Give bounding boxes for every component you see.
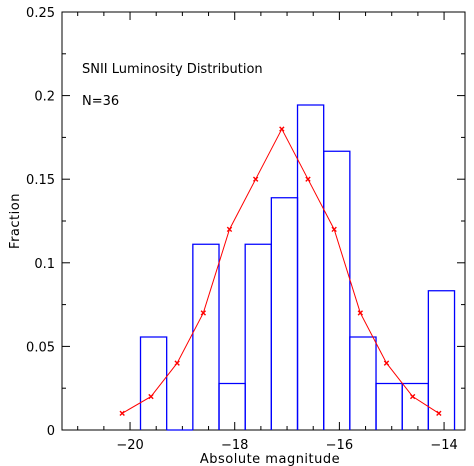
model-point [252, 176, 259, 182]
model-line [121, 127, 440, 414]
model-point [409, 393, 416, 400]
x-tick-label: −20 [116, 438, 143, 453]
annotation-title: SNII Luminosity Distribution [82, 62, 263, 77]
histogram-bin [244, 243, 273, 430]
y-tick-label: 0.1 [34, 257, 55, 272]
model-point [226, 226, 233, 233]
line-series-layer [119, 126, 442, 416]
histogram-bin [270, 197, 299, 430]
model-point [119, 410, 125, 416]
histogram-bin [192, 243, 220, 430]
x-tick-label: −18 [221, 438, 248, 453]
model-point [200, 310, 207, 316]
y-axis-title: Fraction [8, 193, 23, 249]
histogram-layer [139, 104, 456, 431]
y-tick-label: 0.25 [26, 6, 55, 21]
y-tick-label: 0.05 [26, 340, 55, 355]
y-tick-label: 0.15 [26, 173, 55, 188]
model-point [357, 310, 364, 316]
y-tick-label: 0 [47, 424, 55, 439]
model-point [383, 360, 390, 366]
model-point [279, 126, 285, 132]
histogram-bin [139, 336, 168, 430]
y-axis-ticks: 0 0.05 0.1 0.15 0.2 0.25 [26, 6, 465, 439]
x-tick-label: −16 [326, 438, 353, 453]
model-point [174, 360, 180, 366]
model-point [436, 410, 442, 416]
histogram-bin [323, 150, 351, 430]
histogram-bin [218, 382, 246, 430]
x-tick-label: −14 [430, 438, 457, 453]
histogram-bin [296, 104, 325, 430]
annotation-count: N=36 [82, 94, 119, 109]
histogram-bin [401, 382, 430, 430]
x-axis-title: Absolute magnitude [200, 452, 340, 466]
histogram-bin [349, 336, 377, 430]
y-tick-label: 0.2 [34, 90, 55, 105]
model-point [331, 226, 337, 233]
model-point [305, 176, 311, 182]
histogram-bin [375, 382, 403, 430]
x-axis-ticks: −20 −18 −16 −14 [77, 12, 458, 453]
histogram-bin [427, 290, 456, 430]
model-point [148, 393, 154, 400]
